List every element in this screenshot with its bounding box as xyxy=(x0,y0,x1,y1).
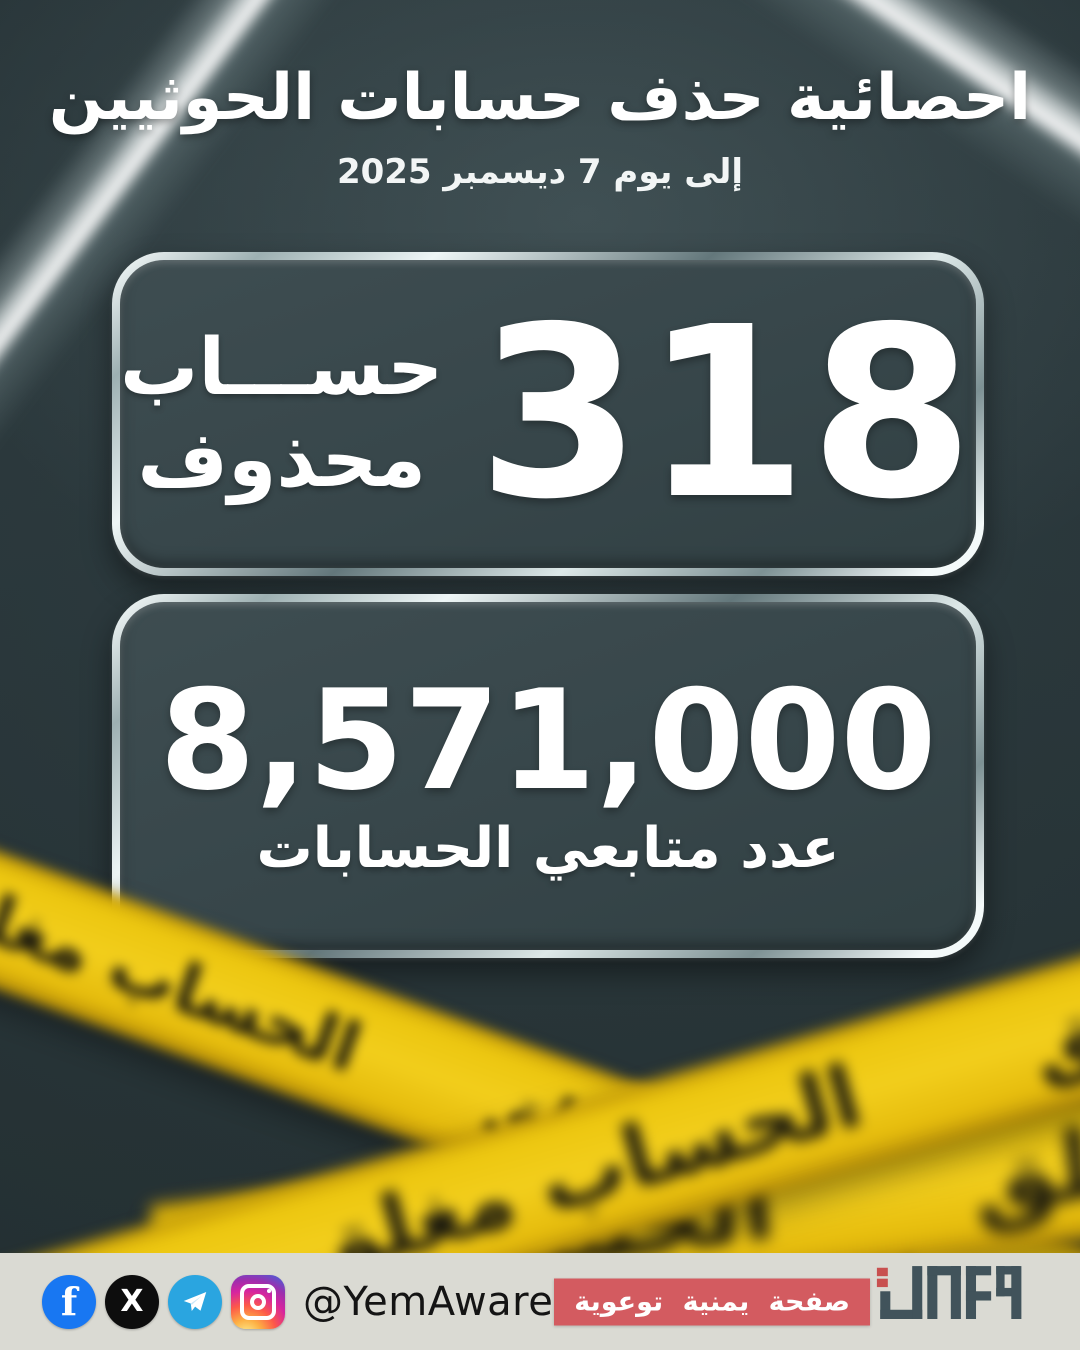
page-title: احصائية حذف حسابات الحوثيين xyxy=(48,61,1032,135)
x-icon[interactable]: X xyxy=(105,1274,159,1329)
footer-bar: f X @YemAware صفحة يمنية توعوية xyxy=(0,1253,1080,1350)
followers-label: عدد متابعي الحسابات xyxy=(256,815,840,881)
deleted-accounts-label: حســـاب محذوف xyxy=(120,322,443,506)
instagram-icon[interactable] xyxy=(231,1274,285,1329)
telegram-plane-glyph xyxy=(183,1291,207,1311)
social-icons: f X xyxy=(42,1274,285,1329)
instagram-camera-glyph xyxy=(240,1283,276,1320)
deleted-accounts-label-line2: محذوف xyxy=(137,415,426,505)
header: احصائية حذف حسابات الحوثيين إلى يوم 7 دي… xyxy=(0,58,1080,192)
followers-value: 8,571,000 xyxy=(159,659,937,821)
page-subtitle: إلى يوم 7 ديسمبر 2025 xyxy=(336,152,744,192)
followers-card-inner: 8,571,000 عدد متابعي الحسابات xyxy=(120,602,976,950)
followers-card: 8,571,000 عدد متابعي الحسابات xyxy=(112,594,984,958)
logo-kufic-letters xyxy=(880,1266,1022,1319)
deleted-accounts-card: حســـاب محذوف 318 xyxy=(112,252,984,576)
social-handle: @YemAware xyxy=(303,1278,554,1325)
waai-logo xyxy=(868,1256,1058,1344)
deleted-accounts-value: 318 xyxy=(477,275,976,551)
logo-red-dots xyxy=(876,1267,888,1288)
waai-logo-glyphs xyxy=(876,1266,1022,1319)
deleted-accounts-label-line1: حســـاب xyxy=(120,322,444,413)
page-tagline-badge: صفحة يمنية توعوية xyxy=(554,1278,870,1325)
telegram-icon[interactable] xyxy=(168,1274,222,1329)
facebook-icon[interactable]: f xyxy=(42,1274,96,1329)
deleted-accounts-card-inner: حســـاب محذوف 318 xyxy=(120,260,976,568)
